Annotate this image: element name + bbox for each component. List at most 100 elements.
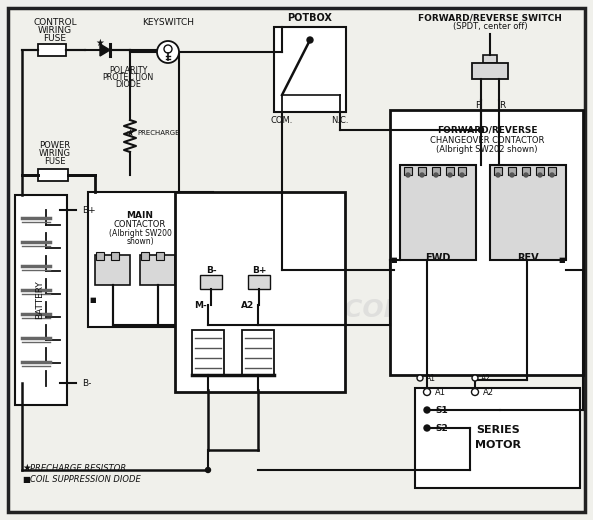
Text: FORWARD/REVERSE: FORWARD/REVERSE — [437, 125, 537, 135]
Text: SERIES: SERIES — [476, 425, 520, 435]
Text: (Albright SW202 shown): (Albright SW202 shown) — [436, 145, 538, 153]
Text: MAIN: MAIN — [126, 211, 154, 219]
Circle shape — [538, 173, 542, 177]
Circle shape — [472, 375, 478, 381]
Text: WIRING: WIRING — [39, 149, 71, 158]
Text: A1: A1 — [435, 387, 446, 397]
Bar — [390, 110, 583, 375]
Circle shape — [524, 173, 528, 177]
Text: A1: A1 — [426, 373, 436, 383]
Text: PROTECTION: PROTECTION — [103, 72, 154, 82]
Bar — [415, 388, 580, 488]
Circle shape — [417, 375, 423, 381]
Bar — [522, 167, 530, 175]
Bar — [483, 55, 497, 63]
Text: CONTROL: CONTROL — [33, 18, 77, 27]
Text: REV: REV — [517, 253, 539, 263]
Text: VVDRIVES.COM: VVDRIVES.COM — [192, 298, 408, 322]
Text: ★: ★ — [95, 38, 104, 48]
Circle shape — [471, 388, 479, 396]
Bar — [536, 167, 544, 175]
Text: FORWARD/REVERSE SWITCH: FORWARD/REVERSE SWITCH — [418, 14, 562, 22]
Bar — [432, 167, 440, 175]
Text: POWER: POWER — [40, 140, 71, 150]
Text: shown): shown) — [126, 237, 154, 245]
Circle shape — [423, 388, 431, 396]
Bar — [141, 252, 149, 260]
Circle shape — [206, 467, 211, 473]
Text: B+: B+ — [82, 205, 95, 215]
Text: FWD: FWD — [425, 253, 451, 263]
Text: ★: ★ — [126, 128, 135, 138]
Circle shape — [424, 425, 430, 431]
Text: POTBOX: POTBOX — [288, 13, 333, 23]
Bar — [472, 63, 508, 79]
Circle shape — [420, 173, 424, 177]
Bar — [88, 192, 213, 327]
Bar — [548, 167, 556, 175]
Circle shape — [424, 407, 430, 413]
Text: B-: B- — [82, 379, 91, 387]
Bar — [96, 252, 104, 260]
Bar — [15, 195, 67, 405]
Text: KEYSWITCH: KEYSWITCH — [142, 18, 194, 27]
Bar — [274, 27, 346, 112]
Bar — [38, 169, 68, 181]
Bar — [95, 255, 130, 285]
Text: WIRING: WIRING — [38, 25, 72, 34]
Circle shape — [496, 173, 500, 177]
Text: N.C.: N.C. — [331, 115, 349, 124]
Bar — [400, 165, 476, 260]
Text: DIODE: DIODE — [115, 80, 141, 88]
Bar — [111, 252, 119, 260]
Text: ★: ★ — [22, 463, 31, 473]
Bar — [200, 275, 222, 289]
Text: FUSE: FUSE — [43, 33, 66, 43]
Text: FUSE: FUSE — [44, 157, 66, 165]
Bar — [140, 255, 175, 285]
Polygon shape — [100, 44, 110, 56]
Circle shape — [157, 41, 179, 63]
Text: PRECHARGE RESISTOR: PRECHARGE RESISTOR — [30, 463, 126, 473]
Text: COM.: COM. — [271, 115, 293, 124]
Text: A2: A2 — [483, 387, 494, 397]
Text: MOTOR: MOTOR — [475, 440, 521, 450]
Text: F: F — [476, 100, 480, 110]
Text: (Albright SW200: (Albright SW200 — [109, 228, 171, 238]
Text: (SPDT, center off): (SPDT, center off) — [452, 21, 527, 31]
Circle shape — [510, 173, 514, 177]
Text: B-: B- — [206, 266, 216, 275]
Text: CONTACTOR: CONTACTOR — [114, 219, 166, 228]
Bar — [494, 167, 502, 175]
Text: PRECHARGE: PRECHARGE — [137, 130, 180, 136]
Bar — [192, 330, 224, 375]
Text: A2: A2 — [241, 301, 254, 309]
Bar — [446, 167, 454, 175]
Bar — [458, 167, 466, 175]
Bar — [418, 167, 426, 175]
Text: B+: B+ — [252, 266, 266, 275]
Bar — [38, 44, 66, 56]
Circle shape — [550, 173, 554, 177]
Bar — [175, 192, 345, 392]
Bar — [404, 167, 412, 175]
Text: S1: S1 — [435, 406, 448, 414]
Text: ■: ■ — [22, 475, 30, 484]
Text: S2: S2 — [435, 423, 448, 433]
Text: R: R — [499, 100, 505, 110]
Bar — [242, 330, 274, 375]
Bar — [490, 165, 566, 260]
Text: A2: A2 — [481, 373, 491, 383]
Circle shape — [307, 37, 313, 43]
Text: ■: ■ — [559, 257, 565, 263]
Text: ■: ■ — [391, 257, 397, 263]
Text: ■: ■ — [90, 297, 96, 303]
Text: POLARITY: POLARITY — [109, 66, 147, 74]
Bar — [156, 252, 164, 260]
Circle shape — [406, 173, 410, 177]
Circle shape — [479, 127, 483, 133]
Circle shape — [434, 173, 438, 177]
Bar — [248, 275, 270, 289]
Text: CHANGEOVER CONTACTOR: CHANGEOVER CONTACTOR — [430, 136, 544, 145]
Text: BATTERY: BATTERY — [36, 281, 44, 319]
